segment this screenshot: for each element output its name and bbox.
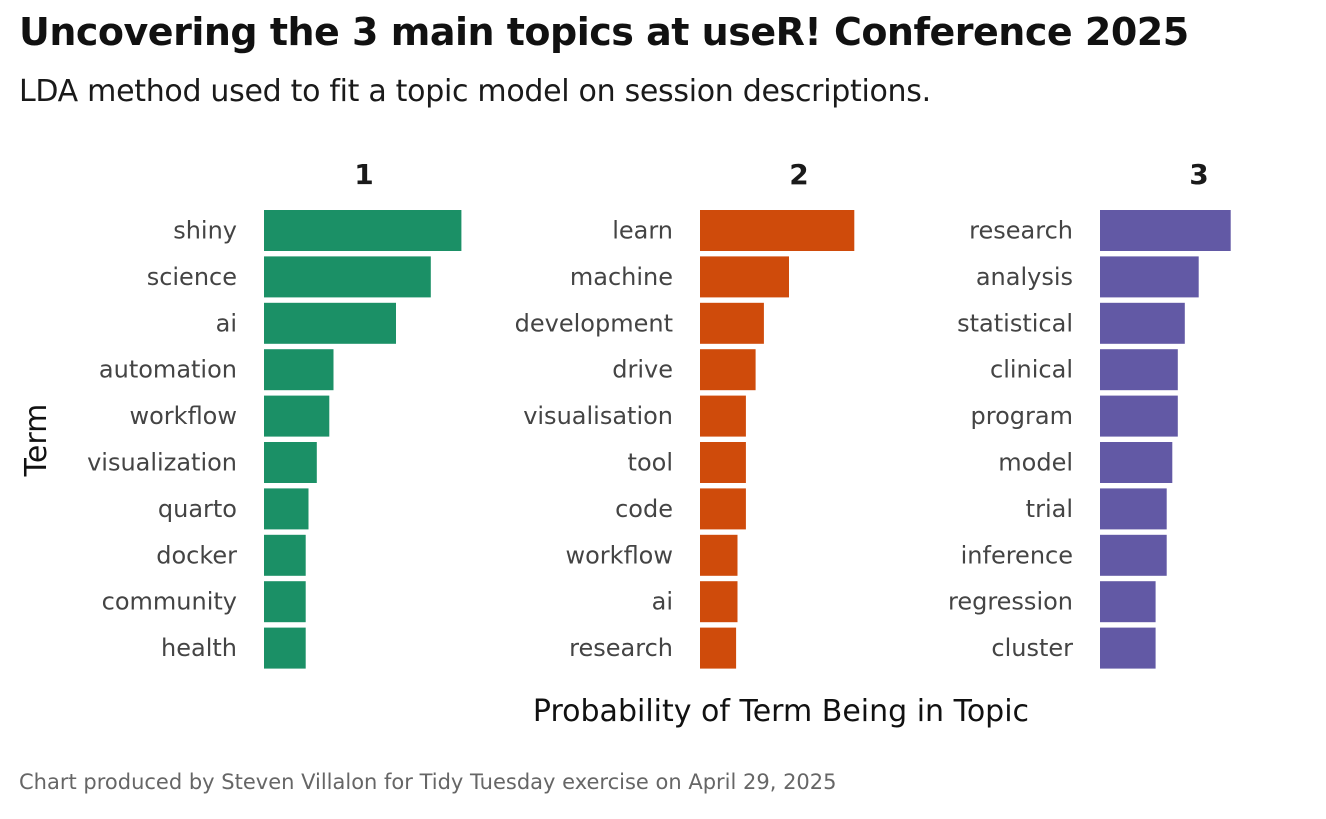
term-label: workflow xyxy=(129,402,237,430)
x-axis-title: Probability of Term Being in Topic xyxy=(533,694,1029,729)
bar xyxy=(1100,256,1199,298)
bar xyxy=(264,627,306,669)
term-label: development xyxy=(515,309,673,337)
bar xyxy=(700,395,746,437)
bar xyxy=(1100,581,1156,623)
term-label: analysis xyxy=(976,263,1073,291)
bar xyxy=(700,210,855,251)
bar xyxy=(1100,302,1185,344)
bar xyxy=(264,534,306,576)
bar xyxy=(264,581,306,623)
bar xyxy=(264,395,330,437)
y-axis-title: Term xyxy=(19,404,54,478)
bar xyxy=(1100,488,1167,530)
bar xyxy=(264,302,396,344)
term-label: docker xyxy=(156,541,237,569)
term-label: inference xyxy=(961,541,1073,569)
facet-label: 2 xyxy=(789,158,808,191)
bar xyxy=(700,302,764,344)
bar xyxy=(700,442,746,483)
bar xyxy=(700,349,756,391)
term-label: drive xyxy=(612,356,673,384)
chart-subtitle: LDA method used to fit a topic model on … xyxy=(19,74,931,109)
bar xyxy=(700,488,746,530)
facet-label: 1 xyxy=(354,158,373,191)
term-label: visualisation xyxy=(523,402,673,430)
term-label: tool xyxy=(628,449,673,477)
term-label: health xyxy=(161,634,237,662)
bar xyxy=(700,581,738,623)
bar xyxy=(264,256,431,298)
facet-panel-3: 3 research analysis statistical clinical prog… xyxy=(948,158,1231,669)
facet-panel-2: 2 learn machine development drive visualisati… xyxy=(515,158,855,669)
bar xyxy=(700,627,737,669)
facet-panel-1: 1 shiny science ai automation workflow visuali… xyxy=(87,158,462,669)
bar xyxy=(264,488,309,530)
term-label: visualization xyxy=(87,449,237,477)
bar xyxy=(700,256,789,298)
bar xyxy=(1100,210,1231,251)
bar xyxy=(1100,395,1178,437)
term-label: machine xyxy=(570,263,673,291)
term-label: shiny xyxy=(173,217,237,245)
chart-caption: Chart produced by Steven Villalon for Ti… xyxy=(19,770,837,794)
term-label: program xyxy=(971,402,1073,430)
facet-label: 3 xyxy=(1189,158,1208,191)
term-label: regression xyxy=(948,588,1073,616)
bar xyxy=(1100,349,1178,391)
bar xyxy=(264,349,334,391)
bar xyxy=(1100,442,1173,483)
term-label: research xyxy=(969,217,1073,245)
term-label: learn xyxy=(612,217,673,245)
bar xyxy=(264,210,462,251)
bar xyxy=(700,534,738,576)
bar xyxy=(264,442,317,483)
term-label: workflow xyxy=(565,541,673,569)
term-label: community xyxy=(102,588,237,616)
chart-title: Uncovering the 3 main topics at useR! Co… xyxy=(19,10,1189,54)
term-label: automation xyxy=(99,356,237,384)
term-label: code xyxy=(615,495,673,523)
term-label: model xyxy=(998,449,1073,477)
term-label: statistical xyxy=(957,309,1073,337)
term-label: cluster xyxy=(991,634,1073,662)
term-label: trial xyxy=(1026,495,1073,523)
bar xyxy=(1100,627,1156,669)
term-label: quarto xyxy=(158,495,237,523)
term-label: ai xyxy=(216,309,237,337)
term-label: research xyxy=(569,634,673,662)
term-label: clinical xyxy=(990,356,1073,384)
term-label: ai xyxy=(652,588,673,616)
term-label: science xyxy=(147,263,237,291)
bar xyxy=(1100,534,1167,576)
